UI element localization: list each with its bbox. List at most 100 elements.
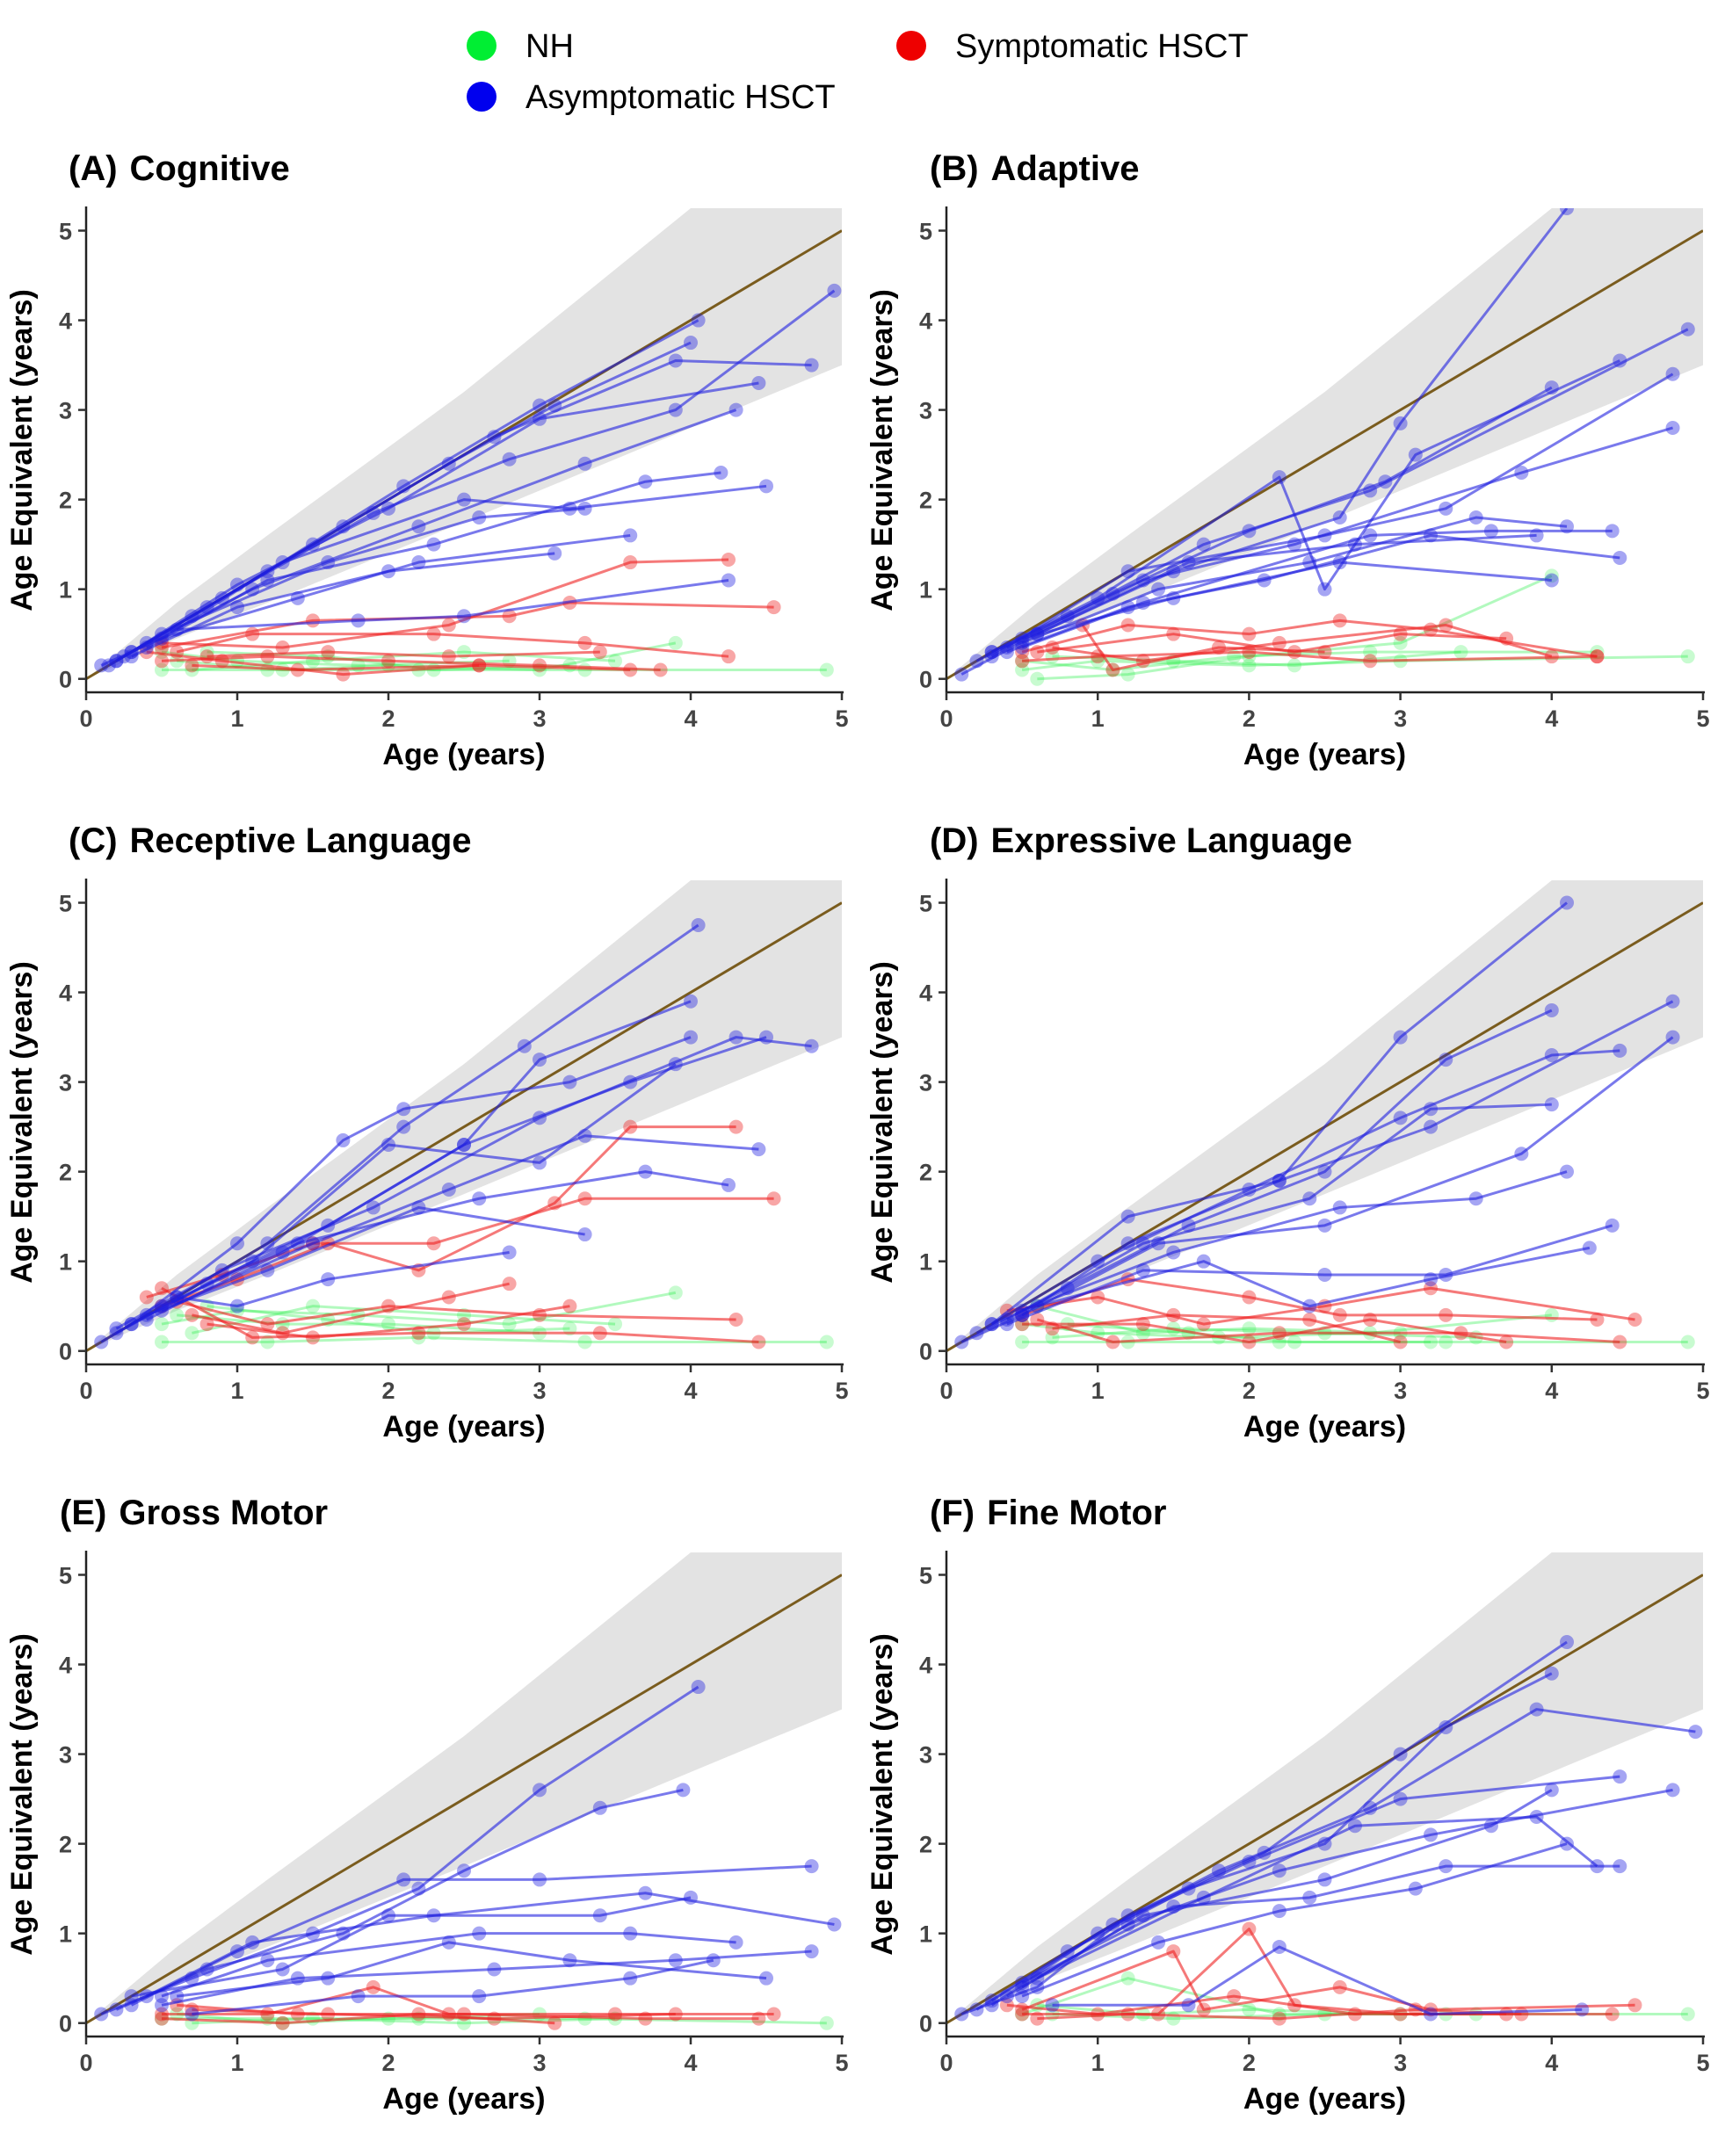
data-point	[230, 1303, 244, 1318]
data-point	[804, 1038, 819, 1053]
data-point	[1332, 1200, 1347, 1215]
data-point	[623, 528, 638, 543]
panel-name: Receptive Language	[130, 821, 472, 860]
series-line	[207, 1305, 570, 1335]
data-point	[1613, 550, 1627, 565]
panel-title: (C) Receptive Language	[69, 821, 472, 860]
panel-d: 0 1 2 3 4 5 0 1 2 3 4 5 Age (years) Age Equivalent (y…	[866, 821, 1710, 1443]
data-point	[306, 613, 320, 628]
data-point	[728, 1119, 743, 1134]
series-line	[1037, 574, 1553, 681]
data-point	[1242, 658, 1257, 673]
data-point	[1605, 524, 1620, 539]
data-point	[984, 645, 999, 660]
data-point	[426, 626, 441, 641]
x-tick-label: 3	[533, 1378, 546, 1404]
data-point	[1015, 1975, 1030, 1990]
data-point	[751, 375, 766, 390]
data-point	[457, 492, 471, 507]
data-point	[577, 456, 592, 471]
series-line	[1067, 1322, 1431, 1343]
data-point	[804, 358, 819, 373]
data-point	[1272, 1939, 1287, 1954]
x-tick-label: 0	[939, 705, 953, 732]
track-asymptomatic-hsct-5	[1015, 1783, 1559, 1994]
x-tick-label: 2	[381, 705, 395, 732]
data-point	[1424, 1119, 1439, 1134]
y-tick-label: 2	[59, 488, 72, 514]
plot-area	[86, 208, 842, 682]
legend-swatch-2	[896, 31, 926, 61]
data-point	[954, 667, 969, 682]
data-point	[1439, 1335, 1453, 1349]
data-point	[1332, 510, 1347, 525]
data-point	[441, 1290, 456, 1305]
data-point	[668, 353, 683, 368]
data-point	[1317, 1164, 1332, 1179]
x-tick-label: 5	[1696, 1378, 1709, 1404]
panel-letter: (A)	[69, 149, 118, 188]
data-point	[1015, 654, 1030, 669]
data-point	[1151, 1935, 1166, 1950]
data-point	[623, 555, 638, 570]
panel-title: (D) Expressive Language	[930, 821, 1352, 860]
series-line	[130, 381, 759, 654]
data-point	[1613, 1043, 1627, 1058]
data-point	[1424, 1827, 1439, 1842]
typical-range-band	[946, 1552, 1703, 2023]
data-point	[245, 626, 260, 641]
data-point	[1439, 1307, 1453, 1322]
data-point	[577, 501, 592, 516]
track-asymptomatic-hsct-5	[155, 1926, 743, 2004]
data-point	[457, 1317, 471, 1332]
data-point	[457, 1863, 471, 1878]
series-line	[1021, 516, 1568, 645]
y-tick-label: 4	[59, 308, 72, 335]
y-tick-label: 5	[919, 219, 932, 245]
data-point	[1613, 1769, 1627, 1784]
data-point	[502, 1317, 517, 1332]
data-point	[577, 1335, 592, 1349]
data-point	[1453, 645, 1468, 660]
track-asymptomatic-hsct-8	[1030, 1241, 1597, 1313]
legend-group: NH Asymptomatic HSCT Symptomatic HSCT	[467, 28, 1249, 116]
x-tick-label: 0	[939, 1378, 953, 1404]
data-point	[1030, 1299, 1045, 1313]
panel-name: Adaptive	[991, 149, 1140, 188]
data-point	[819, 2015, 834, 2030]
series-line	[146, 1205, 585, 1317]
data-point	[230, 1299, 244, 1313]
track-asymptomatic-hsct-7	[170, 1935, 773, 2004]
data-point	[351, 613, 366, 628]
series-line	[1006, 1994, 1507, 2015]
data-point	[1120, 1971, 1135, 1986]
data-point	[728, 1312, 743, 1327]
data-point	[1378, 474, 1393, 489]
series-line	[1021, 619, 1598, 658]
legend-label-0: NH	[525, 28, 574, 65]
track-asymptomatic-hsct-2	[124, 1030, 698, 1332]
track-asymptomatic-hsct-6	[155, 1128, 766, 1318]
data-point	[155, 662, 169, 677]
data-point	[1135, 1262, 1150, 1277]
y-tick-label: 1	[59, 1249, 72, 1276]
track-asymptomatic-hsct-8	[139, 1200, 592, 1322]
data-point	[1363, 645, 1378, 660]
data-point	[1166, 1944, 1181, 1959]
data-point	[638, 474, 653, 489]
series-line	[1006, 1224, 1613, 1326]
data-point	[1227, 1989, 1242, 2004]
data-point	[684, 1890, 698, 1905]
data-point	[721, 573, 736, 588]
data-point	[396, 1872, 411, 1887]
series-line	[162, 2017, 827, 2025]
data-point	[139, 1312, 154, 1327]
track-nh-1	[1030, 568, 1559, 686]
data-point	[1015, 2007, 1030, 2022]
x-tick-label: 3	[533, 2050, 546, 2076]
data-point	[1544, 380, 1559, 395]
track-symptomatic-hsct-5	[199, 1299, 577, 1345]
data-point	[592, 645, 607, 660]
data-point	[721, 649, 736, 664]
data-point	[1272, 2011, 1287, 2026]
